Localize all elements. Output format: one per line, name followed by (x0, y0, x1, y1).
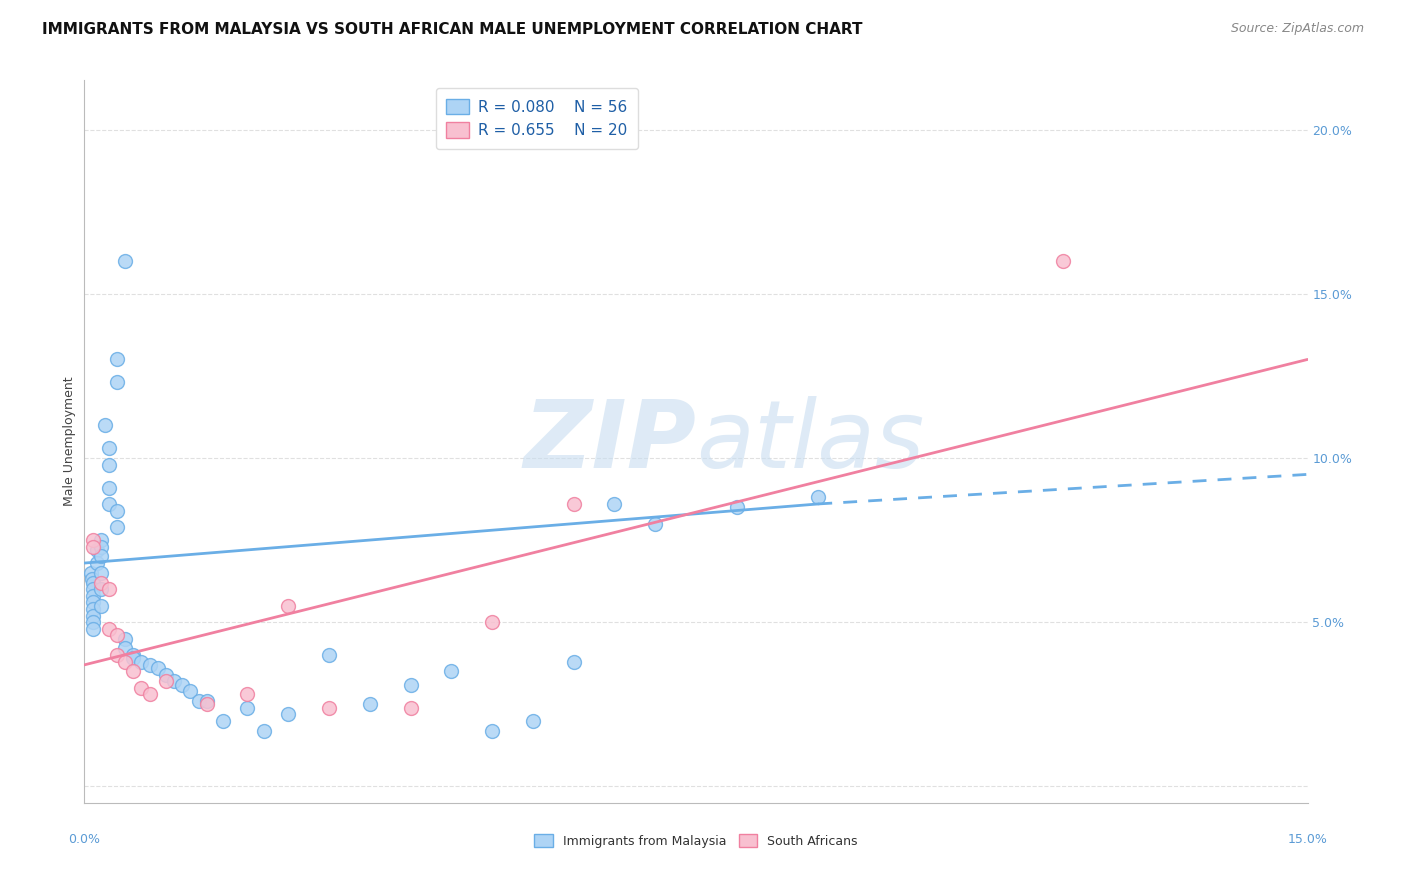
Point (122, 665, 145, 679)
Point (236, 687, 259, 701)
Point (82, 589, 104, 603)
Point (82, 540, 104, 554)
Point (236, 700, 259, 714)
Point (138, 657, 160, 672)
Point (195, 698, 218, 712)
Point (114, 655, 136, 669)
Point (82, 622, 104, 636)
Point (90, 599, 112, 613)
Point (172, 677, 194, 691)
Point (82, 615, 104, 630)
Text: ZIP: ZIP (523, 395, 696, 488)
Point (105, 520, 128, 534)
Text: atlas: atlas (696, 396, 924, 487)
Point (82, 582, 104, 597)
Point (155, 674, 177, 689)
Point (82, 575, 104, 590)
Point (105, 376, 128, 390)
Point (114, 253, 136, 268)
Point (187, 694, 209, 708)
Point (90, 540, 112, 554)
Point (122, 651, 145, 665)
Point (105, 628, 128, 642)
Point (97, 441, 120, 455)
Point (212, 714, 235, 728)
Point (195, 694, 218, 708)
Legend: Immigrants from Malaysia, South Africans: Immigrants from Malaysia, South Africans (527, 829, 865, 855)
Point (163, 674, 186, 689)
Point (155, 667, 177, 681)
Point (440, 665, 463, 679)
Point (90, 566, 112, 580)
Point (807, 491, 830, 505)
Point (82, 533, 104, 547)
Point (644, 516, 666, 531)
Point (399, 700, 422, 714)
Point (114, 632, 136, 646)
Point (90, 575, 112, 590)
Point (522, 714, 544, 728)
Point (253, 723, 276, 738)
Point (90, 533, 112, 547)
Point (1052, 253, 1074, 268)
Text: Source: ZipAtlas.com: Source: ZipAtlas.com (1230, 22, 1364, 36)
Point (80, 566, 103, 580)
Point (179, 684, 201, 698)
Point (97, 622, 120, 636)
Point (122, 648, 145, 662)
Point (114, 641, 136, 656)
Point (562, 655, 585, 669)
Point (97, 497, 120, 511)
Point (80, 573, 103, 587)
Point (277, 707, 299, 722)
Point (131, 681, 153, 695)
Point (562, 497, 585, 511)
Point (82, 602, 104, 616)
Point (86, 556, 108, 570)
Point (105, 503, 128, 517)
Point (105, 648, 128, 662)
Point (131, 655, 153, 669)
Point (86, 542, 108, 557)
Point (603, 497, 626, 511)
Point (82, 595, 104, 609)
Point (93, 418, 115, 433)
Point (318, 648, 340, 662)
Y-axis label: Male Unemployment: Male Unemployment (63, 376, 76, 507)
Point (97, 582, 120, 597)
Text: 15.0%: 15.0% (1288, 833, 1327, 847)
Point (146, 661, 169, 675)
Point (90, 582, 112, 597)
Text: 0.0%: 0.0% (69, 833, 100, 847)
Point (97, 481, 120, 495)
Point (359, 698, 381, 712)
Point (97, 458, 120, 472)
Point (725, 500, 748, 515)
Point (399, 677, 422, 691)
Point (138, 687, 160, 701)
Text: IMMIGRANTS FROM MALAYSIA VS SOUTH AFRICAN MALE UNEMPLOYMENT CORRELATION CHART: IMMIGRANTS FROM MALAYSIA VS SOUTH AFRICA… (42, 22, 863, 37)
Point (318, 700, 340, 714)
Point (277, 599, 299, 613)
Point (82, 608, 104, 623)
Point (481, 615, 503, 630)
Point (105, 352, 128, 367)
Point (90, 549, 112, 564)
Point (481, 723, 503, 738)
